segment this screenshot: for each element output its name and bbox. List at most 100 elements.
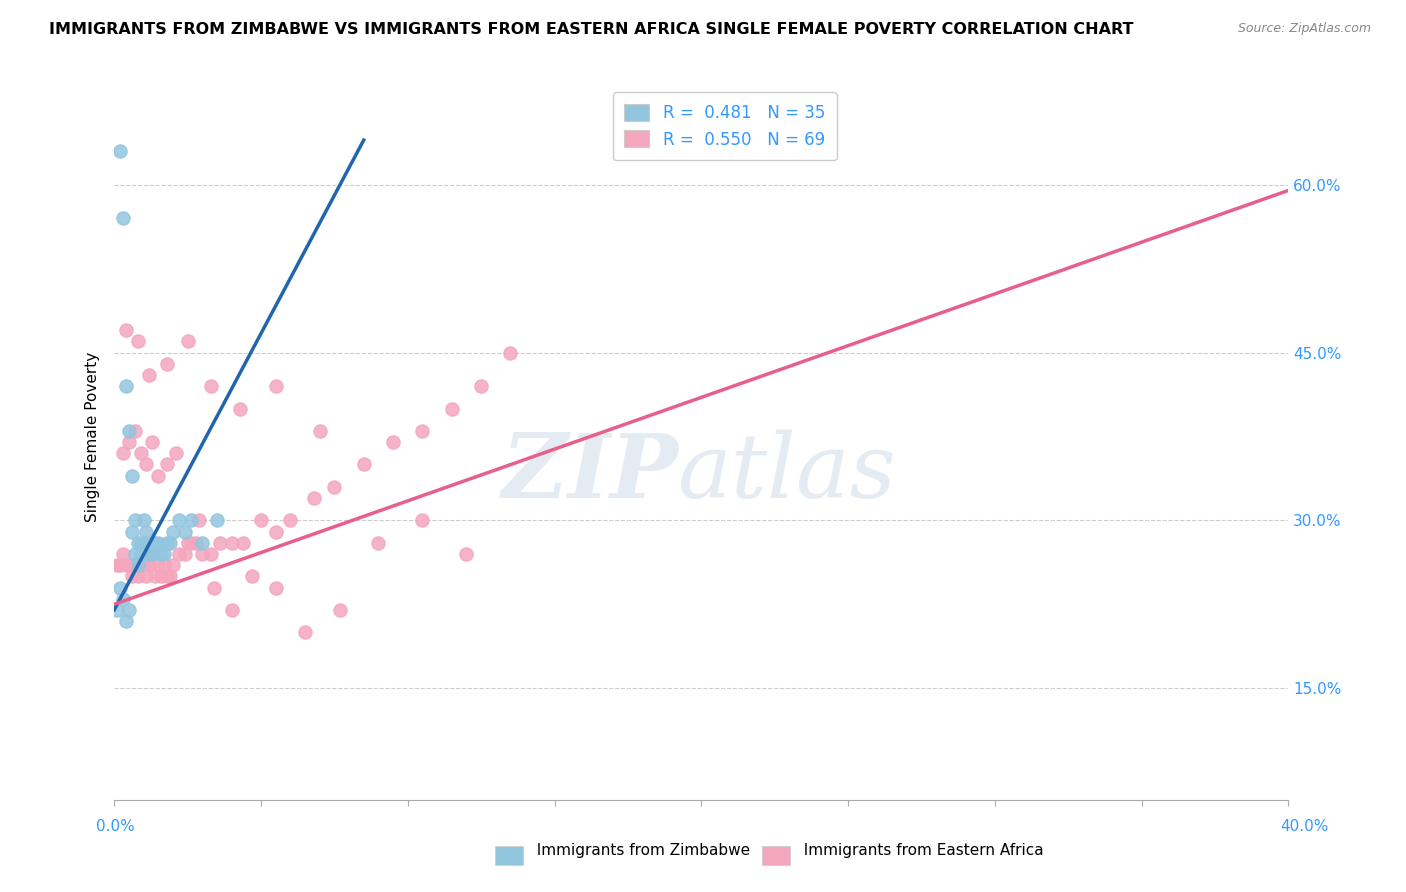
- Point: [176, 334, 198, 349]
- Point: [121, 524, 143, 539]
- Point: [229, 401, 252, 416]
- Point: [124, 424, 146, 438]
- Point: [232, 536, 254, 550]
- Point: [124, 547, 146, 561]
- Point: [111, 446, 134, 460]
- Point: [124, 558, 146, 573]
- Point: [115, 558, 138, 573]
- Point: [108, 145, 131, 159]
- Point: [167, 513, 190, 527]
- Point: [118, 435, 141, 450]
- Y-axis label: Single Female Poverty: Single Female Poverty: [86, 351, 100, 522]
- Point: [127, 536, 149, 550]
- Text: IMMIGRANTS FROM ZIMBABWE VS IMMIGRANTS FROM EASTERN AFRICA SINGLE FEMALE POVERTY: IMMIGRANTS FROM ZIMBABWE VS IMMIGRANTS F…: [49, 22, 1133, 37]
- Point: [105, 558, 128, 573]
- Point: [264, 379, 287, 393]
- Point: [186, 536, 208, 550]
- Point: [221, 603, 243, 617]
- Point: [329, 603, 352, 617]
- Point: [121, 569, 143, 583]
- Point: [382, 435, 405, 450]
- Point: [159, 536, 181, 550]
- Point: [294, 625, 316, 640]
- Point: [191, 547, 214, 561]
- Point: [159, 569, 181, 583]
- Text: 40.0%: 40.0%: [1281, 820, 1329, 834]
- Point: [132, 558, 155, 573]
- Point: [115, 614, 138, 628]
- Point: [153, 547, 176, 561]
- Point: [308, 424, 330, 438]
- Point: [499, 345, 522, 359]
- Text: Immigrants from Zimbabwe: Immigrants from Zimbabwe: [527, 843, 751, 857]
- Point: [132, 536, 155, 550]
- Point: [440, 401, 463, 416]
- Point: [132, 513, 155, 527]
- Point: [153, 558, 176, 573]
- Point: [105, 603, 128, 617]
- Text: Immigrants from Eastern Africa: Immigrants from Eastern Africa: [794, 843, 1045, 857]
- Point: [323, 480, 346, 494]
- Point: [162, 558, 184, 573]
- Point: [127, 558, 149, 573]
- Text: 0.0%: 0.0%: [96, 820, 135, 834]
- Point: [173, 547, 195, 561]
- Point: [205, 513, 228, 527]
- Point: [208, 536, 231, 550]
- Point: [470, 379, 492, 393]
- Point: [150, 569, 173, 583]
- Point: [129, 547, 152, 561]
- Point: [118, 603, 141, 617]
- Point: [250, 513, 273, 527]
- Point: [118, 558, 141, 573]
- Point: [108, 558, 131, 573]
- Point: [135, 569, 157, 583]
- Point: [124, 513, 146, 527]
- Point: [264, 581, 287, 595]
- Point: [129, 446, 152, 460]
- Point: [240, 569, 263, 583]
- Point: [456, 547, 478, 561]
- Point: [202, 581, 225, 595]
- Point: [135, 524, 157, 539]
- Point: [167, 547, 190, 561]
- Point: [135, 458, 157, 472]
- Point: [138, 558, 160, 573]
- Point: [138, 547, 160, 561]
- Point: [148, 468, 170, 483]
- Point: [191, 536, 214, 550]
- Point: [150, 547, 173, 561]
- Point: [141, 547, 163, 561]
- Text: atlas: atlas: [678, 429, 897, 516]
- Point: [141, 547, 163, 561]
- Point: [180, 536, 202, 550]
- Point: [411, 424, 433, 438]
- Point: [143, 536, 166, 550]
- Point: [111, 591, 134, 606]
- Point: [173, 524, 195, 539]
- Point: [121, 468, 143, 483]
- Point: [200, 379, 222, 393]
- Point: [264, 524, 287, 539]
- Point: [115, 323, 138, 337]
- Point: [156, 458, 179, 472]
- Text: Source: ZipAtlas.com: Source: ZipAtlas.com: [1237, 22, 1371, 36]
- Point: [353, 458, 375, 472]
- Point: [111, 211, 134, 226]
- Point: [148, 536, 170, 550]
- Point: [156, 569, 179, 583]
- Point: [278, 513, 301, 527]
- Point: [200, 547, 222, 561]
- Point: [156, 536, 179, 550]
- Text: ZIP: ZIP: [502, 430, 678, 516]
- Point: [411, 513, 433, 527]
- Point: [302, 491, 325, 505]
- Point: [127, 334, 149, 349]
- Point: [367, 536, 389, 550]
- Point: [118, 424, 141, 438]
- Point: [180, 513, 202, 527]
- Point: [165, 446, 187, 460]
- Point: [156, 357, 179, 371]
- Point: [141, 435, 163, 450]
- Point: [221, 536, 243, 550]
